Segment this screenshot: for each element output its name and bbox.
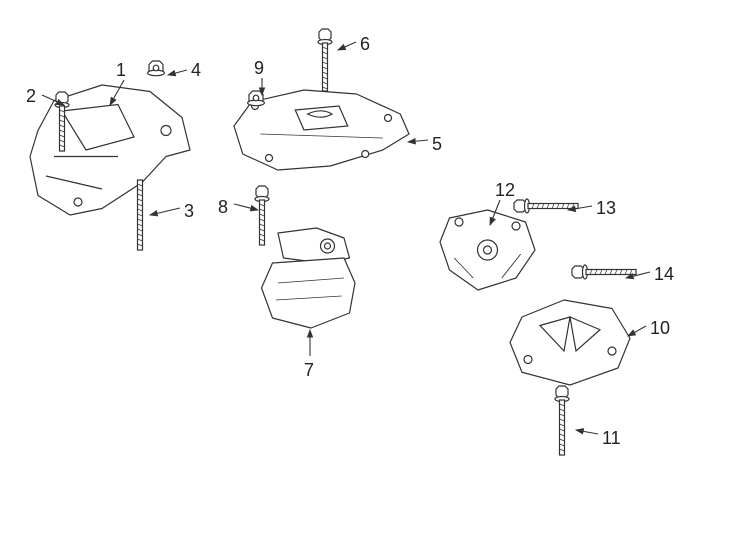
callout-line-8 [234,204,258,210]
part-14 [572,265,636,279]
callout-label-9: 9 [254,58,264,79]
callout-label-13: 13 [596,198,616,219]
callout-line-11 [576,430,598,434]
callout-line-10 [628,326,646,336]
parts-diagram [0,0,734,540]
callout-line-4 [168,70,187,75]
callout-line-3 [150,208,180,215]
callout-label-12: 12 [495,180,515,201]
part-7 [262,228,356,328]
callout-label-5: 5 [432,134,442,155]
part-11 [555,386,569,455]
callout-label-7: 7 [304,360,314,381]
callout-label-10: 10 [650,318,670,339]
part-12 [440,210,535,290]
callout-label-2: 2 [26,86,36,107]
callout-label-8: 8 [218,197,228,218]
callout-label-1: 1 [116,60,126,81]
callout-label-4: 4 [191,60,201,81]
callout-label-11: 11 [602,428,621,449]
callout-label-3: 3 [184,201,194,222]
callout-line-6 [338,42,356,50]
callout-label-14: 14 [654,264,674,285]
callout-label-6: 6 [360,34,370,55]
part-13 [514,199,578,213]
part-8 [255,186,269,245]
part-3 [138,180,143,250]
callout-line-5 [408,140,428,142]
part-10 [510,300,630,385]
part-4 [148,61,165,76]
part-6 [318,29,332,91]
